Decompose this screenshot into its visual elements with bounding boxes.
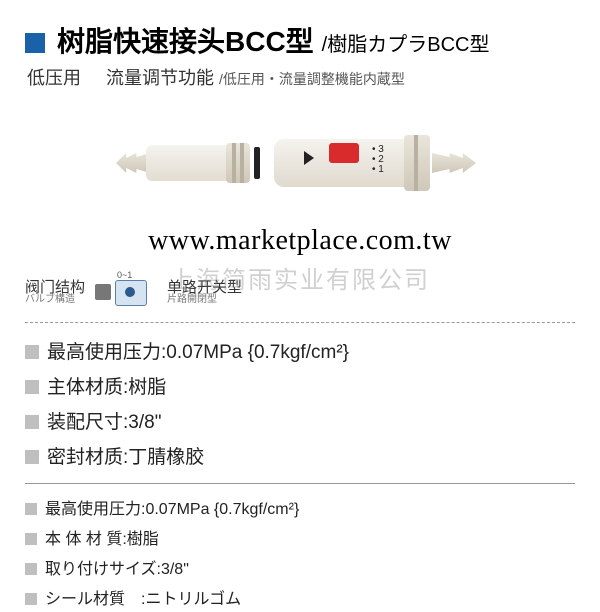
spec-item: 主体材质:树脂 [25, 368, 575, 403]
spec-list-cn: 最高使用压力:0.07MPa {0.7kgf/cm²} 主体材质:树脂 装配尺寸… [25, 333, 575, 473]
subtitle-cn1: 低压用 [27, 68, 81, 88]
subtitle-cn2: 流量调节功能 [106, 68, 214, 88]
header-row: 树脂快速接头BCC型 /樹脂カプラBCC型 [25, 20, 575, 60]
divider-dashed [25, 322, 575, 323]
spec-item: 取り付けサイズ:3/8" [25, 552, 575, 582]
watermark-company: 上海简雨实业有限公司 [0, 260, 600, 295]
watermark-url: www.marketplace.com.tw [0, 225, 600, 257]
spec-item: 本 体 材 質:樹脂 [25, 522, 575, 552]
valve-range: 0~1 [117, 270, 132, 280]
subtitle-jp: /低圧用・流量調整機能内蔵型 [219, 71, 405, 87]
spec-list-jp: 最高使用圧力:0.07MPa {0.7kgf/cm²} 本 体 材 質:樹脂 取… [25, 492, 575, 612]
spec-item: 装配尺寸:3/8" [25, 403, 575, 438]
subtitle-row: 低压用 流量调节功能 /低圧用・流量調整機能内蔵型 [27, 64, 575, 90]
title-main: 树脂快速接头BCC型 [57, 20, 314, 60]
valve-type-jp: 片路開閉型 [167, 295, 242, 305]
divider-solid [25, 483, 575, 484]
coupler-icon: • 3• 2• 1 [116, 135, 484, 191]
plug-half [116, 141, 266, 185]
valve-icon: 0~1 [95, 278, 147, 306]
valve-label-jp: バルブ構造 [25, 295, 85, 305]
brand-square-icon [25, 33, 45, 53]
spec-item: シール材質 :ニトリルゴム [25, 582, 575, 612]
socket-half: • 3• 2• 1 [274, 135, 484, 191]
spec-item: 密封材质:丁腈橡胶 [25, 438, 575, 473]
spec-item: 最高使用圧力:0.07MPa {0.7kgf/cm²} [25, 492, 575, 522]
spec-item: 最高使用压力:0.07MPa {0.7kgf/cm²} [25, 333, 575, 368]
title-sub: /樹脂カプラBCC型 [322, 28, 490, 57]
product-illustration: • 3• 2• 1 [25, 108, 575, 218]
release-button-icon [329, 143, 359, 163]
